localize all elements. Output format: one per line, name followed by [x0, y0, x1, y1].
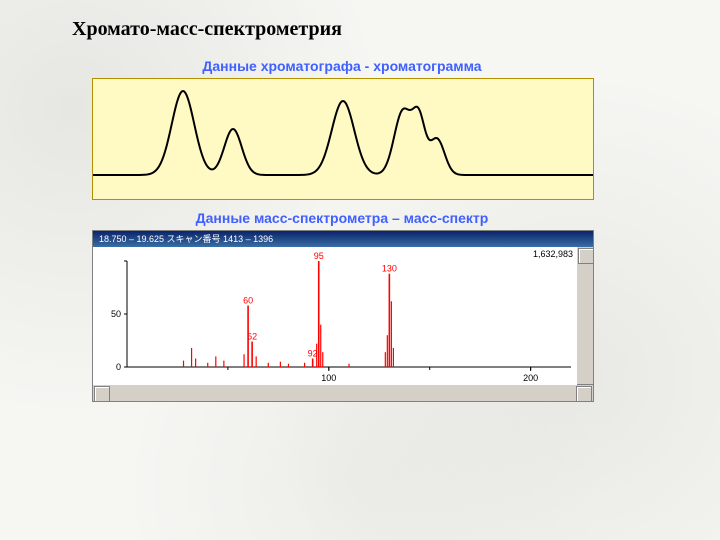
scroll-up-icon[interactable]: [578, 248, 594, 264]
svg-text:62: 62: [247, 332, 257, 342]
panels: Данные хроматографа - хроматограмма Данн…: [92, 54, 592, 402]
svg-text:100: 100: [321, 373, 336, 383]
window-titlebar: 18.750 – 19.625 スキャン番号 1413 – 1396: [93, 231, 593, 247]
svg-text:130: 130: [382, 264, 397, 274]
scroll-right-icon[interactable]: [576, 386, 592, 402]
mass-spectrum-title: Данные масс-спектрометра – масс-спектр: [92, 210, 592, 226]
chromatogram-plot: [93, 79, 593, 199]
chromatogram-panel: [92, 78, 594, 200]
intensity-readout: 1,632,983: [533, 249, 573, 259]
chromatogram-title: Данные хроматографа - хроматограмма: [92, 58, 592, 74]
mass-spectrum-window: 18.750 – 19.625 スキャン番号 1413 – 1396 1,632…: [92, 230, 594, 402]
scroll-left-icon[interactable]: [94, 386, 110, 402]
svg-text:50: 50: [111, 309, 121, 319]
scrollbar-horizontal[interactable]: [93, 384, 593, 401]
svg-text:0: 0: [116, 362, 121, 372]
svg-text:60: 60: [243, 296, 253, 306]
mass-spectrum-plot-area: 1,632,983 0 50 100 200 60 62 92 95 130: [93, 247, 577, 385]
mass-spectrum-plot: 0 50 100 200 60 62 92 95 130: [93, 247, 577, 385]
page-title: Хромато-масс-спектрометрия: [72, 18, 342, 41]
svg-text:200: 200: [523, 373, 538, 383]
scrollbar-vertical[interactable]: [576, 247, 593, 385]
svg-text:92: 92: [308, 349, 318, 359]
svg-text:95: 95: [314, 251, 324, 261]
